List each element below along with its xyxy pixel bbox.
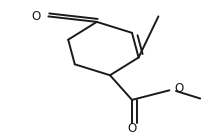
- Text: O: O: [32, 10, 41, 23]
- Text: O: O: [175, 82, 184, 95]
- Text: O: O: [127, 122, 137, 135]
